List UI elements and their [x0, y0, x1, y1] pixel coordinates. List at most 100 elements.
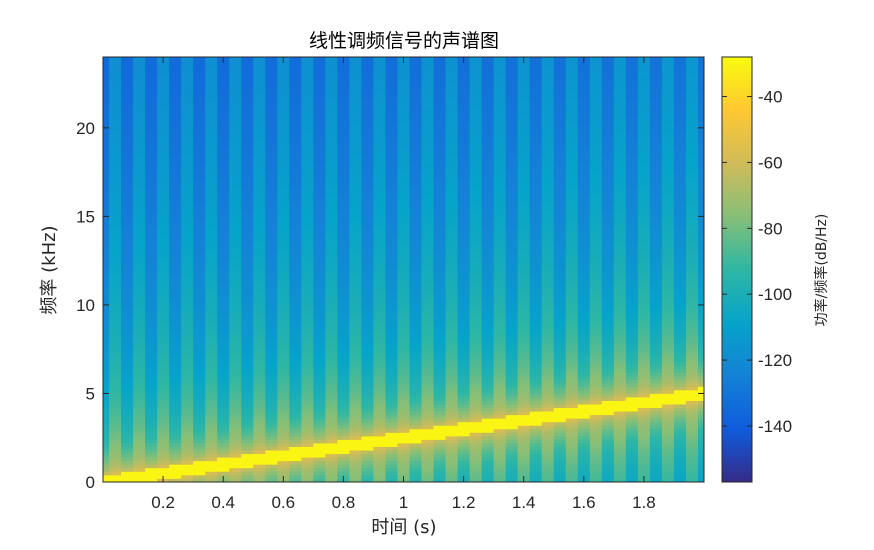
heatmap-cell — [337, 474, 344, 479]
heatmap-cell — [169, 237, 176, 242]
heatmap-cell — [163, 170, 170, 175]
heatmap-cell — [289, 255, 296, 260]
heatmap-cell — [211, 276, 218, 281]
heatmap-cell — [337, 255, 344, 260]
heatmap-cell — [337, 170, 344, 175]
heatmap-cell — [109, 467, 116, 472]
heatmap-cell — [205, 382, 212, 387]
heatmap-cell — [349, 237, 356, 242]
heatmap-cell — [283, 393, 290, 398]
heatmap-cell — [289, 234, 296, 239]
heatmap-cell — [223, 322, 230, 327]
heatmap-cell — [103, 432, 110, 437]
heatmap-cell — [235, 230, 242, 235]
heatmap-cell — [283, 404, 290, 409]
heatmap-cell — [199, 255, 206, 260]
heatmap-cell — [295, 273, 302, 277]
heatmap-cell — [199, 365, 206, 370]
heatmap-cell — [169, 202, 176, 207]
heatmap-cell — [199, 113, 206, 118]
heatmap-cell — [325, 74, 332, 79]
heatmap-cell — [217, 57, 224, 61]
heatmap-cell — [295, 258, 302, 263]
heatmap-cell — [151, 290, 158, 295]
heatmap-cell — [349, 404, 356, 409]
heatmap-cell — [313, 99, 320, 104]
heatmap-cell — [133, 407, 140, 412]
heatmap-cell — [277, 290, 284, 295]
heatmap-cell — [193, 57, 200, 61]
heatmap-cell — [127, 57, 134, 61]
heatmap-cell — [127, 326, 134, 331]
heatmap-cell — [241, 336, 248, 341]
heatmap-cell — [109, 393, 116, 398]
heatmap-cell — [223, 67, 230, 72]
heatmap-cell — [103, 372, 110, 377]
heatmap-cell — [205, 375, 212, 380]
heatmap-cell — [301, 202, 308, 207]
heatmap-cell — [343, 74, 350, 79]
heatmap-cell — [313, 251, 320, 256]
heatmap-cell — [235, 418, 242, 423]
heatmap-cell — [331, 106, 338, 111]
heatmap-cell — [259, 294, 266, 299]
heatmap-cell — [259, 297, 266, 302]
heatmap-cell — [343, 138, 350, 143]
heatmap-cell — [265, 170, 272, 175]
heatmap-cell — [175, 287, 182, 292]
heatmap-cell — [139, 421, 146, 426]
heatmap-cell — [319, 60, 326, 65]
heatmap-cell — [151, 191, 158, 196]
heatmap-cell — [145, 368, 152, 373]
heatmap-cell — [253, 149, 260, 154]
heatmap-cell — [139, 212, 146, 217]
heatmap-cell — [271, 404, 278, 409]
heatmap-cell — [127, 131, 134, 136]
heatmap-cell — [265, 389, 272, 394]
heatmap-cell — [325, 258, 332, 263]
heatmap-cell — [205, 350, 212, 355]
heatmap-cell — [127, 173, 134, 178]
heatmap-cell — [133, 319, 140, 324]
heatmap-cell — [277, 343, 284, 348]
heatmap-cell — [247, 474, 254, 479]
heatmap-cell — [127, 188, 134, 192]
heatmap-cell — [295, 99, 302, 104]
heatmap-cell — [283, 368, 290, 373]
heatmap-cell — [223, 241, 230, 246]
heatmap-cell — [307, 202, 314, 207]
heatmap-cell — [169, 138, 176, 143]
heatmap-cell — [121, 166, 128, 171]
heatmap-cell — [217, 308, 224, 313]
heatmap-cell — [235, 382, 242, 387]
heatmap-cell — [133, 209, 140, 214]
heatmap-cell — [211, 71, 218, 76]
heatmap-cell — [325, 244, 332, 249]
heatmap-cell — [103, 188, 110, 192]
heatmap-cell — [265, 411, 272, 416]
heatmap-cell — [145, 219, 152, 224]
heatmap-cell — [235, 365, 242, 370]
heatmap-cell — [241, 350, 248, 355]
heatmap-cell — [109, 283, 116, 288]
heatmap-cell — [277, 453, 284, 458]
heatmap-cell — [235, 88, 242, 93]
heatmap-cell — [169, 230, 176, 235]
heatmap-cell — [325, 173, 332, 178]
heatmap-cell — [253, 177, 260, 182]
heatmap-cell — [133, 315, 140, 320]
heatmap-cell — [271, 287, 278, 292]
heatmap-cell — [121, 290, 128, 295]
heatmap-cell — [187, 237, 194, 242]
heatmap-cell — [145, 450, 152, 455]
heatmap-cell — [337, 188, 344, 192]
heatmap-cell — [217, 145, 224, 150]
heatmap-cell — [289, 287, 296, 292]
heatmap-cell — [157, 163, 164, 168]
heatmap-cell — [133, 255, 140, 260]
heatmap-cell — [217, 142, 224, 146]
heatmap-cell — [175, 127, 182, 132]
heatmap-cell — [301, 177, 308, 182]
heatmap-cell — [295, 375, 302, 380]
heatmap-cell — [223, 188, 230, 192]
